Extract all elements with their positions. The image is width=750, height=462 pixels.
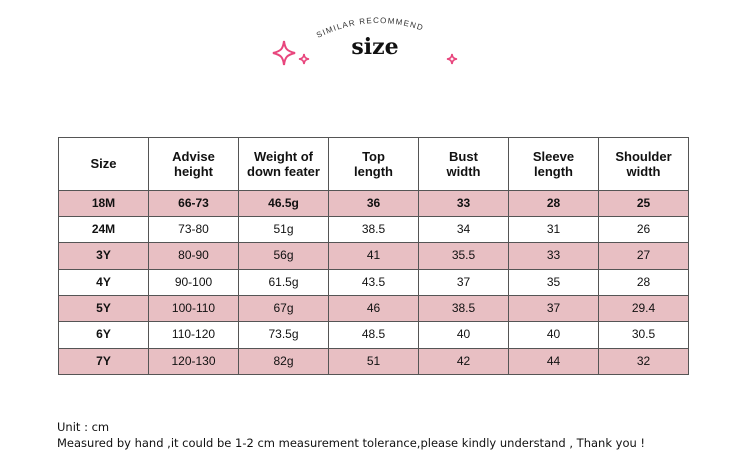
table-cell: 56g (238, 242, 329, 270)
table-cell: 38.5 (328, 215, 419, 244)
table-cell: 32 (598, 347, 689, 376)
size-cell: 5Y (58, 294, 149, 323)
table-cell: 27 (598, 242, 689, 270)
table-cell: 44 (508, 347, 599, 376)
table-row: 3Y 80-90 56g 41 35.5 33 27 (58, 242, 689, 270)
table-cell: 80-90 (148, 242, 239, 270)
table-cell: 43.5 (328, 268, 419, 296)
size-cell: 24M (58, 215, 149, 244)
table-row: 24M 73-80 51g 38.5 34 31 26 (58, 215, 689, 244)
table-cell: 73-80 (148, 215, 239, 244)
measurement-note: Measured by hand ,it could be 1-2 cm mea… (57, 436, 646, 450)
table-cell: 46 (328, 294, 419, 323)
column-header-line: Size (90, 156, 117, 172)
column-header-line: Advise (172, 148, 215, 164)
table-cell: 36 (328, 189, 419, 217)
table-cell: 42 (418, 347, 509, 376)
table-cell: 29.4 (598, 294, 689, 323)
table-cell: 100-110 (148, 294, 239, 323)
size-table: Size Advise height Weight of down feater Top l… (58, 137, 689, 376)
table-cell: 66-73 (148, 189, 239, 217)
table-cell: 34 (418, 215, 509, 244)
unit-note: Unit : cm (57, 420, 110, 434)
column-header-line: width (446, 163, 481, 179)
size-cell: 18M (58, 189, 149, 217)
column-header: Weight of down feater (238, 137, 329, 191)
table-cell: 25 (598, 189, 689, 217)
column-header: Bust width (418, 137, 509, 191)
table-cell: 40 (508, 321, 599, 349)
column-header-line: length (534, 163, 573, 179)
column-header-line: Bust (449, 148, 478, 164)
column-header-line: Sleeve (532, 148, 575, 164)
table-cell: 110-120 (148, 321, 239, 349)
column-header-line: Shoulder (615, 148, 672, 164)
table-cell: 61.5g (238, 268, 329, 296)
column-header-line: height (174, 163, 213, 179)
table-cell: 46.5g (238, 189, 329, 217)
table-cell: 41 (328, 242, 419, 270)
table-cell: 28 (598, 268, 689, 296)
size-cell: 7Y (58, 347, 149, 376)
column-header: Sleeve length (508, 137, 599, 191)
sparkle-small-icon (298, 53, 310, 65)
table-cell: 37 (508, 294, 599, 323)
column-header-line: width (626, 163, 661, 179)
table-row: 7Y 120-130 82g 51 42 44 32 (58, 347, 689, 376)
table-cell: 33 (418, 189, 509, 217)
table-cell: 120-130 (148, 347, 239, 376)
table-cell: 48.5 (328, 321, 419, 349)
sparkle-large-icon (272, 40, 296, 66)
table-cell: 51g (238, 215, 329, 244)
table-cell: 38.5 (418, 294, 509, 323)
table-cell: 37 (418, 268, 509, 296)
column-header-line: down feater (247, 163, 320, 179)
header: SIMILAR RECOMMEND size (0, 0, 750, 110)
column-header: Shoulder width (598, 137, 689, 191)
table-cell: 31 (508, 215, 599, 244)
column-header-line: Weight of (254, 148, 313, 164)
column-header-line: Top (362, 148, 385, 164)
table-cell: 35.5 (418, 242, 509, 270)
table-cell: 67g (238, 294, 329, 323)
table-cell: 35 (508, 268, 599, 296)
size-cell: 6Y (58, 321, 149, 349)
table-cell: 90-100 (148, 268, 239, 296)
table-cell: 51 (328, 347, 419, 376)
notes: Unit : cm Measured by hand ,it could be … (57, 419, 645, 451)
size-cell: 4Y (58, 268, 149, 296)
table-row: 5Y 100-110 67g 46 38.5 37 29.4 (58, 294, 689, 323)
table-row: 4Y 90-100 61.5g 43.5 37 35 28 (58, 268, 689, 296)
table-cell: 40 (418, 321, 509, 349)
column-header: Advise height (148, 137, 239, 191)
column-header-line: length (354, 163, 393, 179)
table-cell: 30.5 (598, 321, 689, 349)
table-cell: 26 (598, 215, 689, 244)
table-header-row: Size Advise height Weight of down feater Top l… (58, 137, 689, 191)
table-cell: 73.5g (238, 321, 329, 349)
column-header: Top length (328, 137, 419, 191)
size-cell: 3Y (58, 242, 149, 270)
table-cell: 33 (508, 242, 599, 270)
table-cell: 28 (508, 189, 599, 217)
sparkle-right-icon (446, 53, 458, 65)
table-row: 18M 66-73 46.5g 36 33 28 25 (58, 189, 689, 217)
column-header: Size (58, 137, 149, 191)
table-cell: 82g (238, 347, 329, 376)
table-row: 6Y 110-120 73.5g 48.5 40 40 30.5 (58, 321, 689, 349)
arc-label: SIMILAR RECOMMEND (315, 16, 424, 40)
page-title: size (351, 34, 399, 60)
